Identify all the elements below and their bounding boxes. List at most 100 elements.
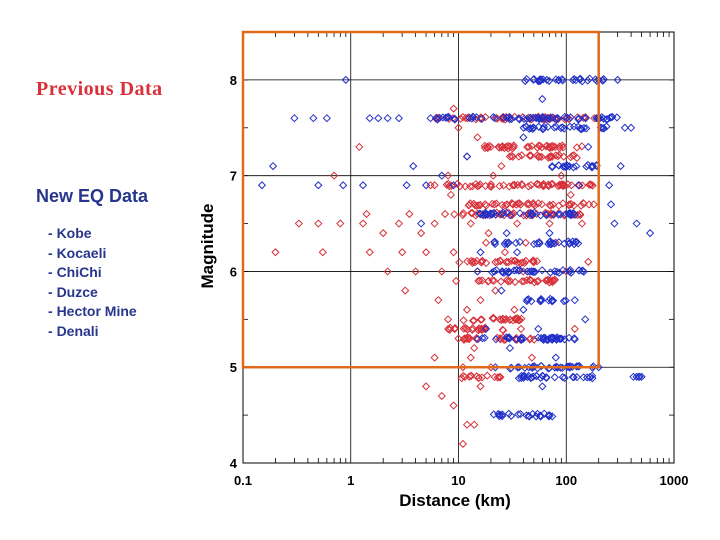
new-eq-data-point	[435, 113, 444, 123]
previous-data-point	[515, 316, 524, 325]
previous-data-point	[472, 201, 481, 210]
new-eq-data-point	[545, 76, 554, 85]
previous-data-point	[449, 104, 458, 113]
new-eq-data-point	[536, 373, 545, 382]
previous-data-point	[559, 180, 569, 190]
new-eq-data-point	[585, 373, 594, 382]
previous-data-point	[497, 161, 506, 171]
previous-data-point	[568, 151, 577, 160]
legend-new-eq-data: New EQ Data	[36, 186, 149, 206]
previous-data-point	[462, 152, 472, 161]
previous-data-point	[470, 258, 480, 267]
new-eq-data-point	[444, 112, 453, 122]
previous-data-point	[447, 181, 456, 190]
previous-data-point	[495, 315, 504, 324]
new-eq-data-point	[499, 113, 508, 122]
event-hector-mine: Hector Mine	[48, 302, 137, 322]
previous-data-point	[358, 219, 368, 228]
new-eq-data-point	[519, 123, 528, 132]
previous-data-point	[498, 314, 507, 323]
previous-data-point	[589, 200, 598, 209]
previous-data-point	[496, 373, 505, 382]
new-eq-data-point	[498, 410, 507, 419]
new-eq-data-point	[576, 124, 585, 134]
new-eq-data-point	[607, 113, 616, 122]
new-eq-data-point	[538, 382, 547, 391]
previous-data-point	[514, 152, 523, 161]
new-eq-data-point	[575, 75, 585, 84]
new-eq-data-point	[507, 411, 516, 420]
previous-data-point	[314, 219, 323, 228]
new-eq-data-point	[613, 75, 622, 84]
new-eq-data-point	[535, 114, 544, 124]
previous-data-point	[512, 200, 521, 209]
previous-data-point	[546, 201, 555, 210]
new-eq-data-point	[481, 208, 490, 217]
previous-data-point	[481, 181, 490, 191]
previous-data-point	[516, 259, 525, 268]
new-eq-data-point	[365, 114, 374, 123]
new-eq-data-point	[530, 267, 540, 276]
previous-data-point	[362, 209, 371, 219]
previous-data-point	[575, 209, 584, 219]
new-eq-data-point	[268, 161, 278, 171]
previous-data-point	[444, 179, 453, 188]
new-eq-data-point	[476, 248, 485, 257]
new-eq-data-point	[575, 361, 584, 371]
new-eq-data-point	[645, 229, 655, 238]
new-eq-data-point	[441, 113, 450, 122]
previous-data-point	[500, 143, 509, 153]
new-eq-data-point	[449, 181, 458, 190]
new-eq-data-point	[572, 237, 581, 247]
previous-data-point	[537, 152, 546, 162]
new-eq-data-point	[548, 296, 557, 305]
new-eq-data-point	[543, 122, 552, 132]
previous-data-point	[578, 181, 587, 190]
previous-data-point	[449, 401, 458, 410]
new-eq-data-point	[574, 114, 583, 123]
new-eq-data-point	[551, 75, 560, 84]
new-eq-data-point	[554, 76, 563, 85]
new-eq-data-point	[502, 208, 511, 217]
previous-data-point	[437, 391, 446, 401]
new-eq-data-point	[516, 409, 525, 419]
new-eq-data-point	[492, 266, 501, 275]
previous-data-point	[492, 208, 501, 217]
new-eq-data-point	[374, 114, 383, 123]
y-axis-title: Magnitude	[198, 204, 217, 289]
new-eq-data-point	[546, 268, 555, 277]
previous-data-point	[517, 314, 526, 323]
previous-data-point	[557, 171, 566, 180]
previous-data-point	[365, 248, 374, 257]
previous-data-point	[548, 200, 558, 209]
x-tick-label: 10	[451, 473, 465, 488]
new-eq-data-point	[559, 162, 568, 171]
new-eq-data-point	[443, 113, 452, 122]
new-eq-data-point	[534, 324, 543, 334]
new-eq-data-point	[504, 268, 514, 277]
previous-data-point	[462, 420, 472, 429]
grid-layer	[242, 31, 675, 464]
previous-data-point	[271, 248, 280, 257]
previous-data-point	[455, 182, 465, 191]
previous-data-point	[572, 143, 581, 152]
previous-data-point	[529, 258, 538, 267]
new-eq-data-point	[519, 305, 528, 314]
previous-data-point	[473, 182, 482, 191]
previous-data-point	[443, 171, 453, 180]
previous-data-point	[444, 324, 453, 334]
new-eq-data-point	[589, 362, 598, 371]
previous-data-point	[509, 141, 518, 150]
new-eq-data-point	[566, 265, 575, 275]
new-eq-data-point	[498, 210, 507, 219]
previous-data-point	[533, 277, 542, 286]
previous-data-point	[504, 257, 513, 267]
previous-data-point	[493, 257, 502, 267]
new-eq-data-point	[551, 353, 560, 362]
previous-data-point	[567, 181, 576, 190]
event-kobe: Kobe	[48, 224, 137, 244]
previous-data-point	[577, 219, 587, 228]
previous-data-point	[521, 238, 530, 247]
x-tick-label: 100	[555, 473, 577, 488]
event-kocaeli: Kocaeli	[48, 244, 137, 264]
